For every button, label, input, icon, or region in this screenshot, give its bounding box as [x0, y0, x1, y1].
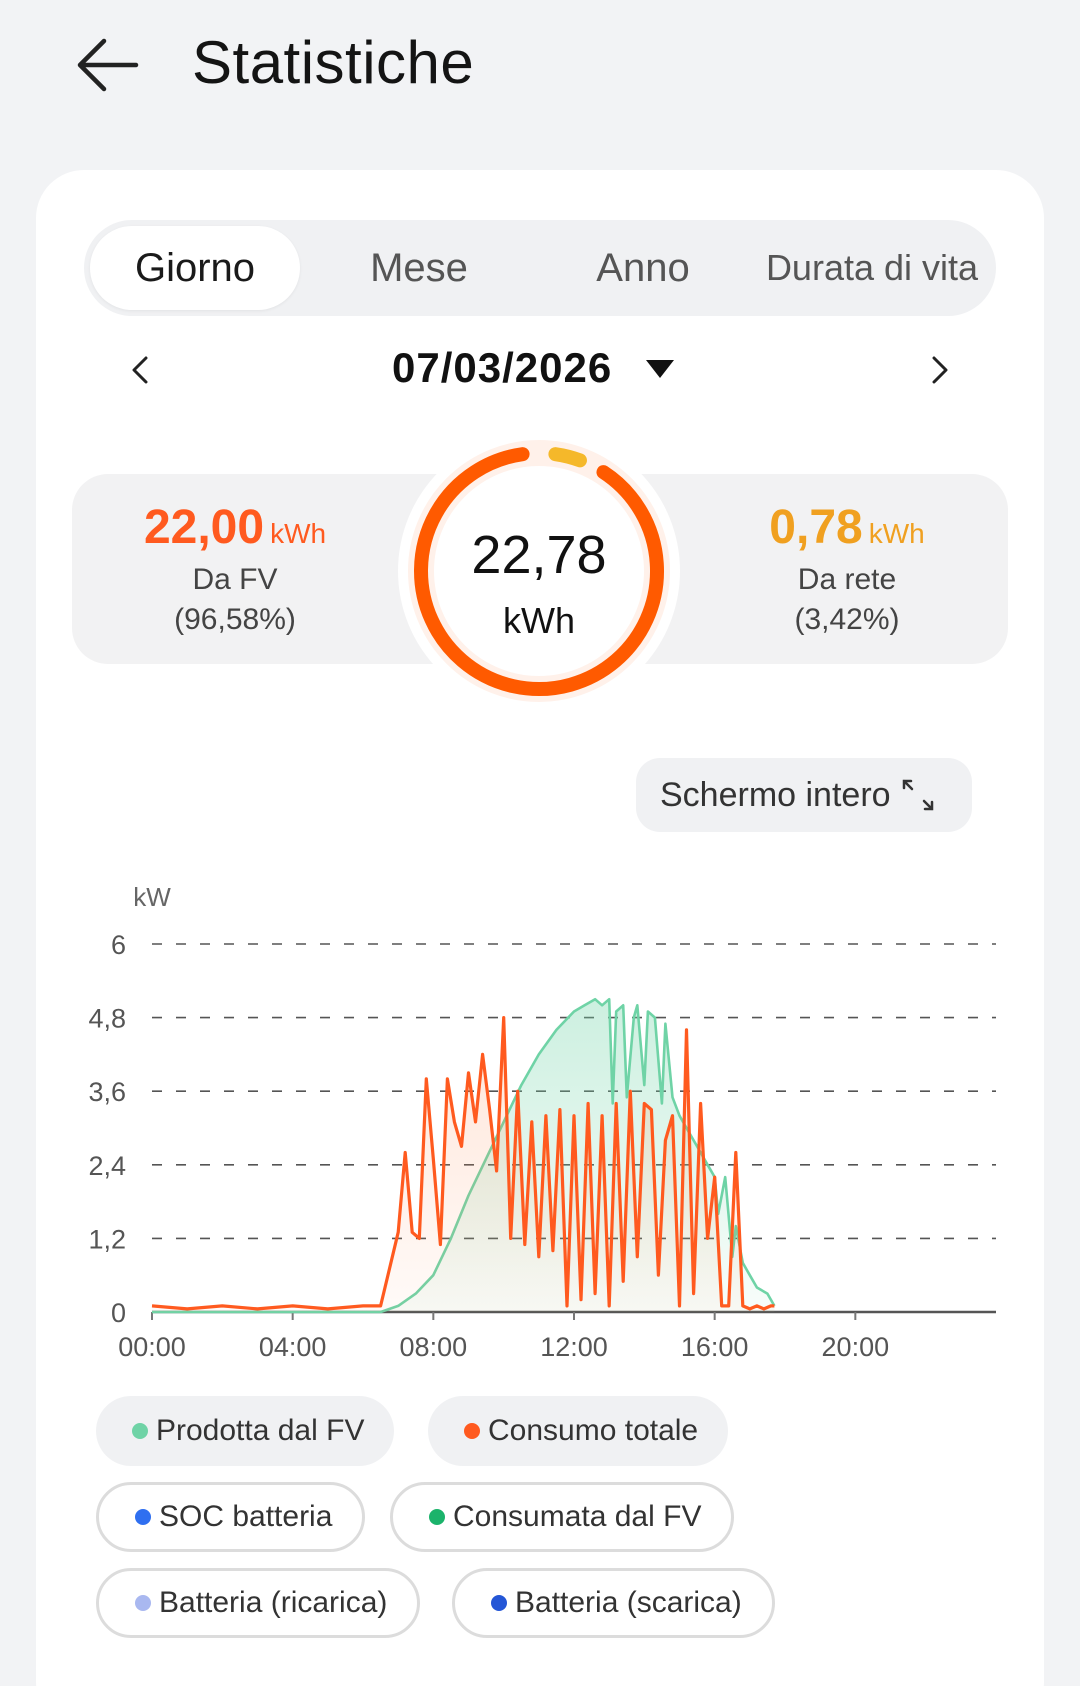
- fullscreen-label: Schermo intero: [660, 775, 891, 814]
- from-pv-label: Da FV: [192, 563, 278, 596]
- legend-dot-consumata: [429, 1509, 445, 1525]
- chart-y-tick-label: 4,8: [88, 1004, 126, 1034]
- from-grid-label: Da rete: [797, 563, 897, 596]
- chart-y-axis-label: kW: [133, 882, 171, 912]
- legend-soc-batteria[interactable]: SOC batteria: [96, 1482, 366, 1552]
- total-energy-ring: 22,78 kWh: [398, 430, 680, 712]
- legend-label-consumata: Consumata dal FV: [453, 1500, 702, 1533]
- legend-label-consumo: Consumo totale: [488, 1414, 699, 1447]
- legend-batteria-ricarica[interactable]: Batteria (ricarica): [96, 1568, 421, 1638]
- chart-y-tick-label: 6: [111, 930, 126, 960]
- header: Statistiche: [0, 0, 1080, 140]
- previous-date-button[interactable]: [114, 344, 166, 396]
- chart-x-tick-label: 00:00: [118, 1332, 186, 1362]
- back-button[interactable]: [70, 30, 146, 100]
- ring-chart: [408, 440, 670, 702]
- from-grid-value: 0,78: [769, 501, 863, 554]
- chart-x-tick-label: 20:00: [822, 1332, 890, 1362]
- from-pv-unit: kWh: [270, 518, 327, 549]
- ring-pv-segment: [414, 447, 665, 696]
- chart-x-tick-label: 16:00: [681, 1332, 749, 1362]
- arrow-left-icon: [77, 38, 139, 92]
- chart-y-tick-label: 2,4: [88, 1151, 126, 1181]
- chart-x-tick-label: 04:00: [259, 1332, 327, 1362]
- from-pv-stat: 22,00 kWh Da FV (96,58%): [72, 500, 398, 637]
- legend-dot-prodotta: [132, 1423, 148, 1439]
- chart-y-tick-label: 1,2: [88, 1224, 126, 1254]
- chart-x-tick-label: 12:00: [540, 1332, 608, 1362]
- date-navigator: 07/03/2026: [84, 334, 996, 406]
- chevron-right-icon: [932, 356, 948, 384]
- legend-label-ricarica: Batteria (ricarica): [159, 1586, 388, 1619]
- chart-y-tick-label: 0: [111, 1298, 126, 1328]
- tab-giorno[interactable]: Giorno: [90, 226, 300, 310]
- from-grid-percent: (3,42%): [794, 603, 900, 636]
- legend-label-scarica: Batteria (scarica): [515, 1586, 742, 1619]
- legend-batteria-scarica[interactable]: Batteria (scarica): [452, 1568, 775, 1638]
- ring-grid-segment: [548, 447, 587, 468]
- from-pv-value: 22,00: [143, 501, 265, 554]
- total-energy-value: 22,78: [471, 525, 607, 585]
- legend-consumo-totale[interactable]: Consumo totale: [428, 1396, 729, 1466]
- tab-mese[interactable]: Mese: [370, 245, 468, 290]
- tab-durata-di-vita[interactable]: Durata di vita: [765, 247, 979, 288]
- chevron-left-icon: [132, 356, 148, 384]
- selected-date[interactable]: 07/03/2026: [392, 344, 613, 391]
- from-grid-stat: 0,78 kWh Da rete (3,42%): [686, 500, 1008, 637]
- from-pv-percent: (96,58%): [174, 603, 296, 636]
- chart-x-tick-label: 08:00: [400, 1332, 468, 1362]
- power-chart: kW 0 1,2 2,4 3,6 4,8 6 00:00 04:00 08:00 12:00 16:0…: [88, 882, 996, 1362]
- tab-anno[interactable]: Anno: [596, 245, 690, 290]
- legend-consumata-dal-fv[interactable]: Consumata dal FV: [390, 1482, 735, 1552]
- chart-line-consumo-totale: [151, 1016, 775, 1311]
- page-title: Statistiche: [192, 29, 475, 96]
- legend-label-soc: SOC batteria: [159, 1500, 333, 1533]
- legend-dot-soc: [135, 1509, 151, 1525]
- total-energy-unit: kWh: [503, 600, 575, 641]
- expand-icon: [902, 779, 933, 811]
- fullscreen-button[interactable]: Schermo intero: [636, 758, 972, 832]
- legend-dot-scarica: [491, 1595, 507, 1611]
- legend-label-prodotta: Prodotta dal FV: [156, 1414, 365, 1447]
- legend-dot-consumo: [464, 1423, 480, 1439]
- from-grid-unit: kWh: [868, 518, 925, 549]
- period-tabs: Giorno Mese Anno Durata di vita: [84, 220, 996, 316]
- chart-y-tick-label: 3,6: [88, 1077, 126, 1107]
- caret-down-icon[interactable]: [644, 358, 676, 380]
- next-date-button[interactable]: [914, 344, 966, 396]
- legend-prodotta-dal-fv[interactable]: Prodotta dal FV: [96, 1396, 395, 1466]
- legend-dot-ricarica: [135, 1595, 151, 1611]
- chart-area-consumo-totale: [152, 1017, 775, 1312]
